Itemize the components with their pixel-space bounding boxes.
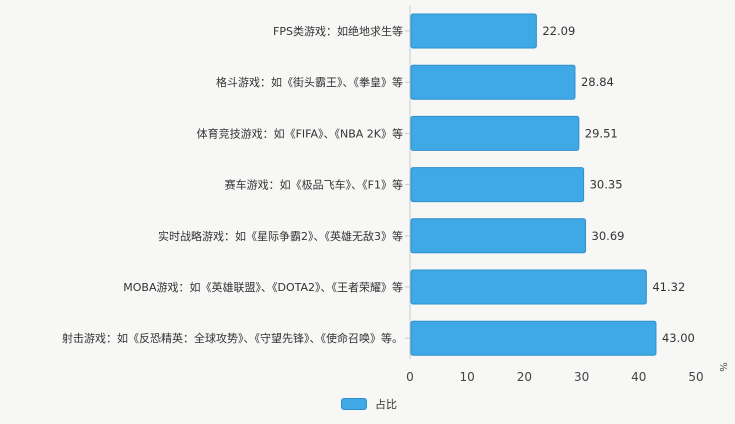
bar[interactable] [410,167,585,203]
legend[interactable]: 占比 [341,396,397,412]
data-label: 29.51 [585,126,618,140]
category-label: 实时战略游戏：如《星际争霸2》、《英雄无敌3》等 [158,229,403,243]
bar[interactable] [410,13,537,49]
category-label: 赛车游戏：如《极品飞车》、《F1》等 [225,178,403,192]
data-label: 22.09 [542,24,575,38]
x-axis-unit: % [717,362,728,372]
legend-swatch [341,398,367,410]
bar[interactable] [410,218,587,254]
data-label: 30.35 [590,178,623,192]
data-label: 43.00 [662,331,695,345]
data-label: 28.84 [581,75,614,89]
x-tick-label: 0 [406,370,414,384]
bar[interactable] [410,64,576,100]
category-label: MOBA游戏：如《英雄联盟》、《DOTA2》、《王者荣耀》等 [123,280,403,294]
x-tick-label: 10 [460,370,475,384]
x-tick-label: 40 [631,370,646,384]
category-label: FPS类游戏：如绝地求生等 [273,24,403,38]
bar[interactable] [410,269,647,305]
data-label: 41.32 [652,280,685,294]
category-label: 射击游戏：如《反恐精英：全球攻势》、《守望先锋》、《使命召唤》等。 [62,331,403,345]
data-label: 30.69 [592,229,625,243]
x-tick-label: 20 [517,370,532,384]
bar[interactable] [410,115,580,151]
x-tick-label: 30 [574,370,589,384]
bar[interactable] [410,320,657,356]
legend-label: 占比 [375,398,397,411]
x-tick-label: 50 [688,370,703,384]
category-label: 体育竞技游戏：如《FIFA》、《NBA 2K》等 [197,126,403,140]
category-label: 格斗游戏：如《街头霸王》、《拳皇》等 [216,75,403,89]
